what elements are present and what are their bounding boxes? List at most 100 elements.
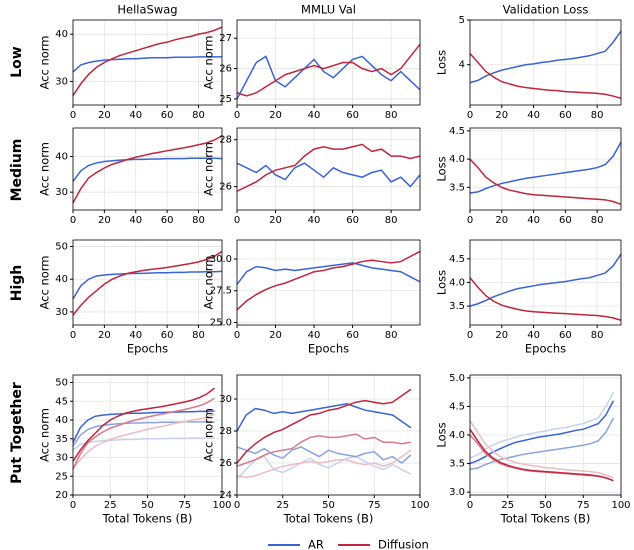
y-tick-label: 45 (55, 396, 68, 407)
x-tick-label: 60 (161, 330, 174, 341)
x-tick-label: 80 (591, 110, 604, 121)
x-tick-label: 0 (234, 330, 240, 341)
y-axis-label: Acc norm (202, 255, 216, 309)
y-axis-label: Acc norm (38, 408, 52, 462)
y-tick-label: 27.5 (210, 286, 232, 297)
x-tick-label: 60 (161, 215, 174, 226)
plot-frame (469, 374, 622, 496)
x-tick-label: 20 (98, 110, 111, 121)
row-label: Medium (9, 139, 25, 202)
x-tick-label: 100 (212, 500, 231, 511)
y-tick-label: 30 (55, 187, 68, 198)
x-tick-label: 80 (192, 110, 205, 121)
series-line (469, 428, 614, 482)
series-line (469, 253, 622, 307)
series-line (469, 391, 615, 459)
x-tick-label: 20 (495, 110, 508, 121)
x-tick-label: 80 (385, 110, 398, 121)
x-tick-label: 80 (385, 215, 398, 226)
x-tick-label: 80 (591, 330, 604, 341)
x-tick-label: 40 (527, 215, 540, 226)
x-tick-label: 40 (527, 110, 540, 121)
series-line (236, 449, 412, 479)
series-line (236, 55, 421, 100)
y-tick-label: 30.0 (210, 254, 232, 265)
y-tick-label: 50 (55, 378, 68, 389)
x-tick-label: 40 (308, 110, 321, 121)
y-axis-label: Acc norm (202, 35, 216, 89)
x-axis-label: Total Tokens (B) (283, 512, 374, 526)
x-axis-label: Epochs (525, 342, 566, 356)
series-line (72, 270, 223, 300)
x-axis-label: Total Tokens (B) (500, 512, 591, 526)
x-tick-label: 20 (495, 330, 508, 341)
series-line (236, 455, 412, 480)
plot-frame (72, 127, 223, 211)
y-tick-label: 40 (55, 274, 68, 285)
y-tick-label: 28 (219, 426, 232, 437)
series-line (72, 135, 223, 204)
plot-frame (72, 19, 223, 106)
x-tick-label: 80 (385, 330, 398, 341)
y-tick-label: 27 (219, 33, 232, 44)
x-tick-label: 20 (269, 110, 282, 121)
plot-frame (236, 127, 421, 211)
plot-frame (236, 239, 421, 326)
y-tick-label: 4.5 (449, 401, 465, 412)
x-tick-label: 40 (129, 215, 142, 226)
series-line (72, 26, 223, 96)
y-tick-label: 3.5 (449, 182, 465, 193)
y-tick-label: 5.0 (449, 373, 465, 384)
x-axis-label: Total Tokens (B) (102, 512, 193, 526)
x-tick-label: 0 (234, 500, 240, 511)
series-line (469, 434, 614, 482)
y-tick-label: 30 (55, 453, 68, 464)
y-axis-label: Acc norm (202, 142, 216, 196)
series-line (469, 277, 622, 321)
y-tick-label: 30 (55, 76, 68, 87)
series-line (72, 397, 215, 470)
x-tick-label: 75 (368, 500, 381, 511)
y-axis-label: Loss (435, 156, 449, 181)
y-axis-label: Acc norm (202, 408, 216, 462)
y-tick-label: 40 (55, 415, 68, 426)
row-label: High (9, 265, 25, 302)
series-line (236, 250, 421, 311)
legend-label: Diffusion (378, 538, 429, 550)
y-tick-label: 25 (55, 471, 68, 482)
x-tick-label: 25 (276, 500, 289, 511)
x-tick-label: 40 (308, 215, 321, 226)
x-tick-label: 25 (104, 500, 117, 511)
y-tick-label: 4.0 (449, 278, 465, 289)
x-tick-label: 80 (192, 330, 205, 341)
series-line (469, 420, 614, 479)
y-tick-label: 40 (55, 152, 68, 163)
plot-frame (469, 127, 622, 211)
series-line (469, 417, 615, 471)
x-tick-label: 100 (410, 500, 429, 511)
x-tick-label: 25 (501, 500, 514, 511)
panel-title: Validation Loss (503, 3, 589, 17)
x-tick-label: 20 (269, 215, 282, 226)
series-line (236, 143, 421, 192)
x-tick-label: 80 (591, 215, 604, 226)
x-tick-label: 50 (322, 500, 335, 511)
x-tick-label: 80 (192, 215, 205, 226)
y-tick-label: 30 (219, 394, 232, 405)
y-tick-label: 4.5 (449, 254, 465, 265)
y-tick-label: 4.0 (449, 154, 465, 165)
x-tick-label: 50 (539, 500, 552, 511)
y-tick-label: 26 (219, 458, 232, 469)
y-axis-label: Acc norm (38, 255, 52, 309)
x-tick-label: 40 (129, 330, 142, 341)
y-tick-label: 40 (55, 29, 68, 40)
series-line (72, 387, 216, 462)
y-tick-label: 28 (219, 135, 232, 146)
x-tick-label: 60 (346, 110, 359, 121)
series-line (469, 53, 622, 100)
x-tick-label: 50 (141, 500, 154, 511)
x-tick-label: 60 (559, 330, 572, 341)
plot-frame (72, 239, 223, 326)
y-tick-label: 4 (459, 60, 465, 71)
x-tick-label: 40 (129, 110, 142, 121)
